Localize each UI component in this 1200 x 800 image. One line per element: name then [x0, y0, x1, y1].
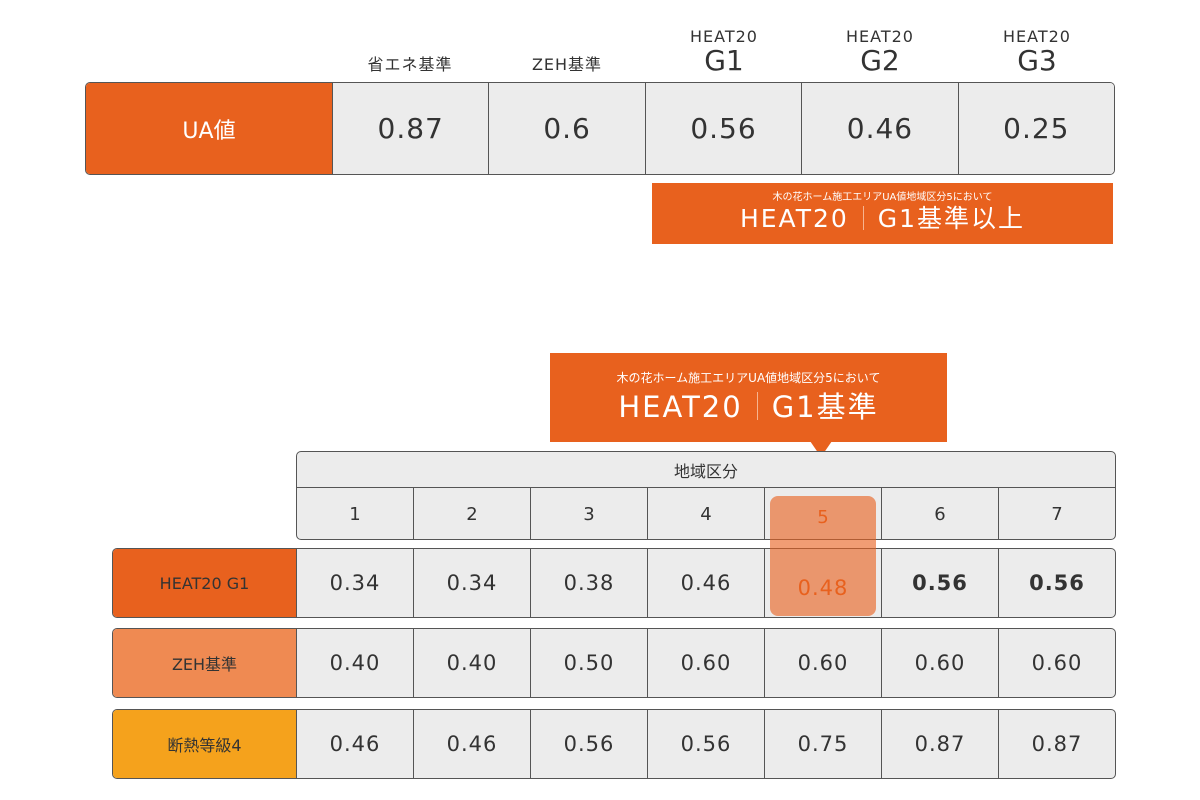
table-cell: 0.46 [414, 710, 531, 778]
region-number-5 [765, 488, 882, 539]
callout-bottom-headline: HEAT20 G1基準 [550, 389, 947, 425]
table-cell: 0.34 [297, 549, 414, 617]
region-number-7: 7 [1051, 503, 1063, 525]
table-cell-highlight-slot [765, 549, 882, 617]
ua-value-shoene: 0.87 [333, 83, 490, 174]
callout-top: 木の花ホーム施工エリアUA値地域区分5において HEAT20 G1基準以上 [652, 183, 1113, 244]
table-cell: 0.50 [531, 629, 648, 697]
region-5-highlight [770, 496, 876, 616]
callout-separator [862, 206, 864, 230]
callout-bottom-standard: G1基準 [771, 390, 879, 424]
table-cell: 0.56 [648, 710, 765, 778]
callout-top-heat20: HEAT20 [739, 204, 849, 233]
callout-top-standard: G1基準以上 [877, 204, 1026, 233]
callout-separator [756, 392, 758, 420]
highlight-region-value: 0.48 [797, 576, 849, 600]
table-row-dannetsu: 断熱等級4 0.46 0.46 0.56 0.56 0.75 0.87 0.87 [112, 709, 1116, 779]
table-cell: 0.40 [297, 629, 414, 697]
ua-value-g2: 0.46 [802, 83, 959, 174]
callout-top-caption: 木の花ホーム施工エリアUA値地域区分5において [772, 192, 993, 203]
callout-bottom-heat20: HEAT20 [618, 390, 743, 424]
table-row-heat20-g1: HEAT20 G1 0.34 0.34 0.38 0.46 0.56 0.56 [112, 548, 1116, 618]
header-shoene-label: 省エネ基準 [367, 55, 453, 74]
region-number-3: 3 [531, 488, 648, 539]
region-number-6: 6 [882, 488, 999, 539]
table-cell: 0.46 [297, 710, 414, 778]
highlight-region-number: 5 [817, 506, 829, 528]
row-label-dannetsu: 断熱等級4 [113, 710, 297, 778]
table-cell: 0.75 [765, 710, 882, 778]
header-shoene: 省エネ基準 [332, 18, 488, 76]
row-label-zeh: ZEH基準 [113, 629, 297, 697]
header-zeh: ZEH基準 [489, 18, 645, 76]
table-cell: 0.40 [414, 629, 531, 697]
region-number-2: 2 [414, 488, 531, 539]
row-label-heat20-g1: HEAT20 G1 [113, 549, 297, 617]
table-row-zeh: ZEH基準 0.40 0.40 0.50 0.60 0.60 0.60 0.60 [112, 628, 1116, 698]
header-heat20-label: HEAT20 [1003, 27, 1071, 46]
ua-value-g1: 0.56 [645, 83, 803, 174]
callout-bottom: 木の花ホーム施工エリアUA値地域区分5において HEAT20 G1基準 [550, 353, 947, 442]
ua-value-g3: 0.25 [958, 83, 1114, 174]
table-cell: 0.34 [414, 549, 531, 617]
region-header-box: 地域区分 1 2 3 4 6 7 [296, 451, 1116, 540]
region-number-row: 1 2 3 4 6 7 [297, 488, 1115, 539]
header-heat20-g1: HEAT20 G1 [646, 18, 802, 76]
table-cell: 0.38 [531, 549, 648, 617]
table-cell: 0.46 [648, 549, 765, 617]
callout-top-headline: HEAT20 G1基準以上 [652, 204, 1113, 234]
table-cell: 0.56 [531, 710, 648, 778]
table-cell: 0.60 [882, 629, 999, 697]
table-cell: 0.56 [882, 549, 999, 617]
region-number-1: 1 [297, 488, 414, 539]
region-title: 地域区分 [297, 452, 1115, 488]
header-heat20-label: HEAT20 [846, 27, 914, 46]
header-heat20-label: HEAT20 [690, 27, 758, 46]
ua-row-label: UA値 [86, 83, 333, 174]
ua-value-zeh: 0.6 [489, 83, 646, 174]
table-cell: 0.56 [1029, 571, 1085, 595]
header-heat20-g3: HEAT20 G3 [959, 18, 1115, 76]
region-number-4: 4 [648, 488, 765, 539]
callout-bottom-caption: 木の花ホーム施工エリアUA値地域区分5において [616, 371, 881, 385]
table-cell: 0.87 [882, 710, 999, 778]
header-grade-label: G3 [1017, 44, 1057, 77]
header-grade-label: G1 [704, 44, 744, 77]
table-cell: 0.87 [1031, 732, 1083, 756]
ua-value-row: UA値 0.87 0.6 0.56 0.46 0.25 [85, 82, 1115, 175]
table-cell: 0.60 [1031, 651, 1083, 675]
header-heat20-g2: HEAT20 G2 [802, 18, 958, 76]
table-cell: 0.60 [765, 629, 882, 697]
header-grade-label: G2 [860, 44, 900, 77]
table-cell: 0.60 [648, 629, 765, 697]
header-zeh-label: ZEH基準 [531, 55, 603, 74]
